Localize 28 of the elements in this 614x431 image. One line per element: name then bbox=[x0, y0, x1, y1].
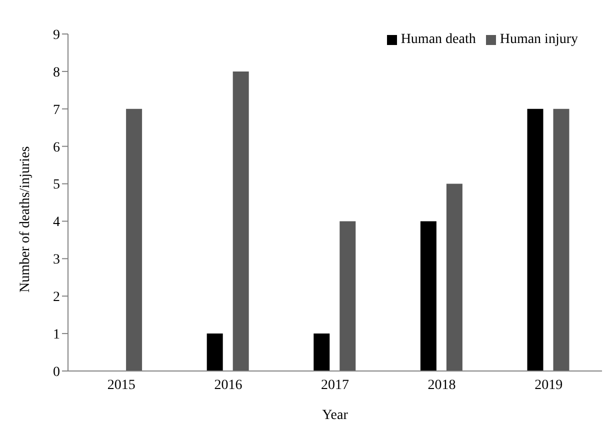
y-tick-label: 8 bbox=[53, 65, 60, 80]
y-tick-label: 9 bbox=[53, 28, 60, 43]
x-tick-label: 2015 bbox=[107, 378, 136, 393]
bar bbox=[527, 108, 544, 371]
bar bbox=[126, 108, 142, 371]
x-tick-label: 2019 bbox=[534, 378, 563, 393]
y-axis-title: Number of deaths/injuries bbox=[18, 146, 33, 292]
y-tick-label: 2 bbox=[53, 290, 60, 306]
bar bbox=[206, 334, 223, 371]
y-tick-label: 3 bbox=[53, 252, 60, 268]
bar bbox=[446, 184, 462, 371]
bar bbox=[232, 71, 249, 371]
bar bbox=[314, 334, 330, 371]
y-tick-label: 4 bbox=[53, 215, 60, 230]
y-tick-label: 0 bbox=[53, 364, 60, 380]
y-tick-label: 5 bbox=[53, 178, 60, 193]
bar bbox=[340, 221, 356, 371]
bar bbox=[420, 221, 436, 371]
bar bbox=[553, 108, 570, 371]
x-axis-title: Year bbox=[322, 408, 348, 423]
y-tick-label: 6 bbox=[53, 140, 60, 156]
x-tick-label: 2016 bbox=[214, 378, 242, 393]
x-tick-label: 2017 bbox=[321, 378, 349, 393]
legend-label: Human injury bbox=[500, 32, 578, 47]
legend-label: Human death bbox=[400, 32, 476, 47]
y-tick-label: 7 bbox=[53, 102, 60, 118]
y-tick-label: 1 bbox=[53, 328, 60, 343]
x-tick-label: 2018 bbox=[428, 378, 456, 393]
